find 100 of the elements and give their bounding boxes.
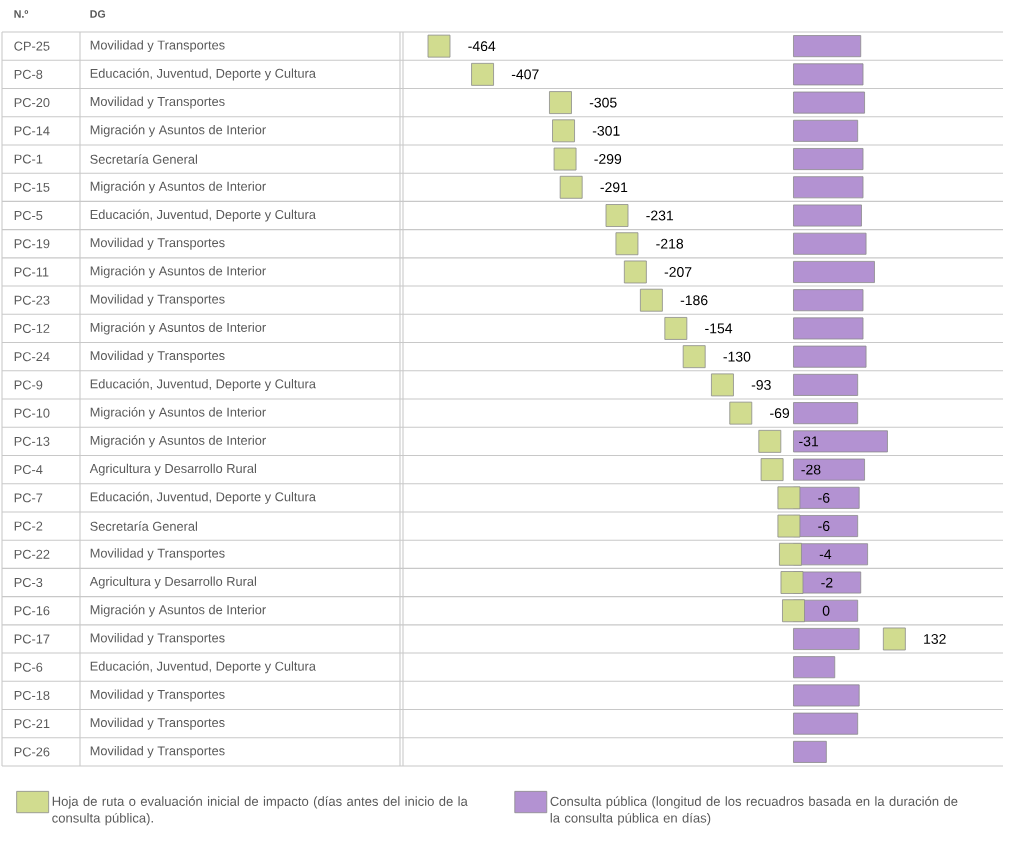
text: Movilidad y Transportes <box>90 633 225 645</box>
text: Agricultura y Desarrollo Rural <box>89 576 256 589</box>
y-tick-label: PC-6 <box>14 662 43 672</box>
point <box>777 514 801 538</box>
text: Movilidad y Transportes <box>90 96 225 109</box>
point <box>615 232 639 256</box>
y-axis-title: N.º <box>14 10 29 18</box>
data-label: -464 <box>468 41 496 52</box>
text: Migración y Asuntos de Interior <box>90 435 266 448</box>
text: Educación, Juventud, Deporte y Cultura <box>90 661 316 674</box>
text: Secretaría General <box>90 154 197 164</box>
legend-label: Consulta pública (longitud de los recuadros basada en la duración de la consulta pública en días) <box>550 796 958 826</box>
text: Movilidad y Transportes <box>90 689 225 702</box>
y-tick-label: PC-13 <box>14 436 50 446</box>
y-tick-label: PC-26 <box>14 747 50 757</box>
y-tick-label: PC-1 <box>14 154 43 164</box>
point <box>882 627 906 651</box>
bar <box>793 402 859 425</box>
text: Movilidad y Transportes <box>90 40 225 53</box>
point <box>779 542 802 566</box>
bar <box>793 684 860 707</box>
y-tick-label: PC-10 <box>14 408 50 418</box>
bar <box>793 430 888 453</box>
point <box>605 204 629 227</box>
point <box>664 317 688 340</box>
text: Migración y Asuntos de Interior <box>90 407 266 420</box>
data-label: -305 <box>589 97 617 108</box>
text: Educación, Juventud, Deporte y Cultura <box>90 68 316 81</box>
bar <box>793 260 875 283</box>
point <box>471 62 494 86</box>
bar <box>793 345 867 368</box>
text: Migración y Asuntos de Interior <box>90 265 266 279</box>
bar <box>793 317 864 340</box>
point <box>777 486 801 510</box>
text: Movilidad y Transportes <box>90 717 225 730</box>
y-tick-label: PC-19 <box>14 239 50 249</box>
y-tick-label: PC-16 <box>14 606 50 616</box>
y-tick-label: PC-17 <box>14 634 50 644</box>
y-tick-label: PC-2 <box>14 521 43 531</box>
bar <box>793 119 859 142</box>
y-tick-label: PC-20 <box>14 98 50 108</box>
bar <box>793 63 864 86</box>
point <box>711 373 734 397</box>
data-label: -93 <box>751 379 771 390</box>
y-tick-label: CP-25 <box>14 41 50 51</box>
point <box>553 147 577 171</box>
point <box>427 34 451 58</box>
data-label: -4 <box>819 549 832 560</box>
y-tick-label: PC-22 <box>14 549 50 559</box>
y-tick-label: PC-23 <box>14 295 50 305</box>
text: Educación, Juventud, Deporte y Cultura <box>90 491 316 504</box>
y-tick-label: PC-3 <box>14 577 43 588</box>
y-tick-label: PC-9 <box>14 380 43 390</box>
bar <box>793 204 862 227</box>
text: Educación, Juventud, Deporte y Cultura <box>90 209 316 222</box>
text: Movilidad y Transportes <box>90 350 225 363</box>
data-label: -218 <box>656 238 684 249</box>
data-label: -31 <box>799 436 819 447</box>
data-label: -69 <box>770 408 790 419</box>
text: DG <box>90 10 106 18</box>
text: Movilidad y Transportes <box>90 237 225 250</box>
y-tick-label: PC-15 <box>14 182 50 192</box>
point <box>682 345 706 369</box>
y-tick-label: PC-5 <box>14 210 43 221</box>
bar <box>793 289 864 312</box>
bar <box>793 35 862 58</box>
bar <box>793 373 859 396</box>
bar <box>793 656 836 679</box>
point <box>729 401 753 425</box>
text: Movilidad y Transportes <box>90 294 225 307</box>
bar <box>793 176 864 199</box>
data-label: -28 <box>801 464 821 475</box>
y-tick-label: PC-14 <box>14 126 50 136</box>
text: Migración y Asuntos de Interior <box>90 124 266 137</box>
bar <box>793 232 867 255</box>
data-label: -130 <box>723 351 751 362</box>
text: Movilidad y Transportes <box>90 745 225 758</box>
bar <box>793 740 827 763</box>
point <box>623 260 647 284</box>
text: Secretaría General <box>90 521 197 531</box>
point <box>552 119 575 143</box>
text: Educación, Juventud, Deporte y Cultura <box>90 378 316 391</box>
data-label: -301 <box>592 125 620 136</box>
text: Agricultura y Desarrollo Rural <box>89 463 256 476</box>
data-label: -186 <box>680 295 708 306</box>
point <box>639 288 663 312</box>
text: Migración y Asuntos de Interior <box>90 322 266 335</box>
data-label: -299 <box>594 154 622 165</box>
bar <box>793 712 859 735</box>
data-label: -231 <box>646 210 674 221</box>
point <box>782 599 805 623</box>
data-label: -6 <box>818 492 830 503</box>
y-tick-label: PC-12 <box>14 323 50 333</box>
data-label: -2 <box>821 577 833 588</box>
bar <box>793 458 865 481</box>
bar <box>793 148 864 171</box>
text: Migración y Asuntos de Interior <box>90 181 266 194</box>
y-tick-label: PC-24 <box>14 352 50 362</box>
y-tick-label: PC-21 <box>14 719 50 729</box>
data-label: -207 <box>664 267 692 277</box>
